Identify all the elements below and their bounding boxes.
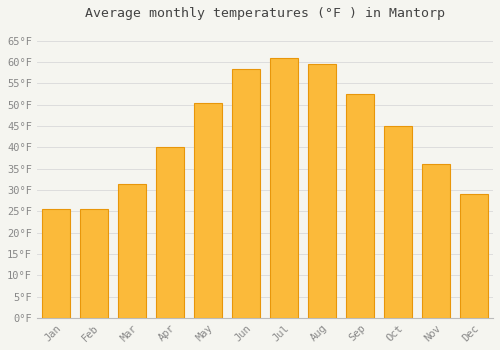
- Bar: [80, 209, 108, 318]
- Title: Average monthly temperatures (°F ) in Mantorp: Average monthly temperatures (°F ) in Ma…: [85, 7, 445, 20]
- Bar: [384, 126, 412, 318]
- Bar: [346, 94, 374, 318]
- Bar: [118, 184, 146, 318]
- Bar: [194, 103, 222, 318]
- Bar: [42, 209, 70, 318]
- Bar: [308, 64, 336, 318]
- Bar: [460, 194, 488, 318]
- Bar: [270, 58, 298, 318]
- Bar: [156, 147, 184, 318]
- Bar: [422, 164, 450, 318]
- Bar: [232, 69, 260, 318]
